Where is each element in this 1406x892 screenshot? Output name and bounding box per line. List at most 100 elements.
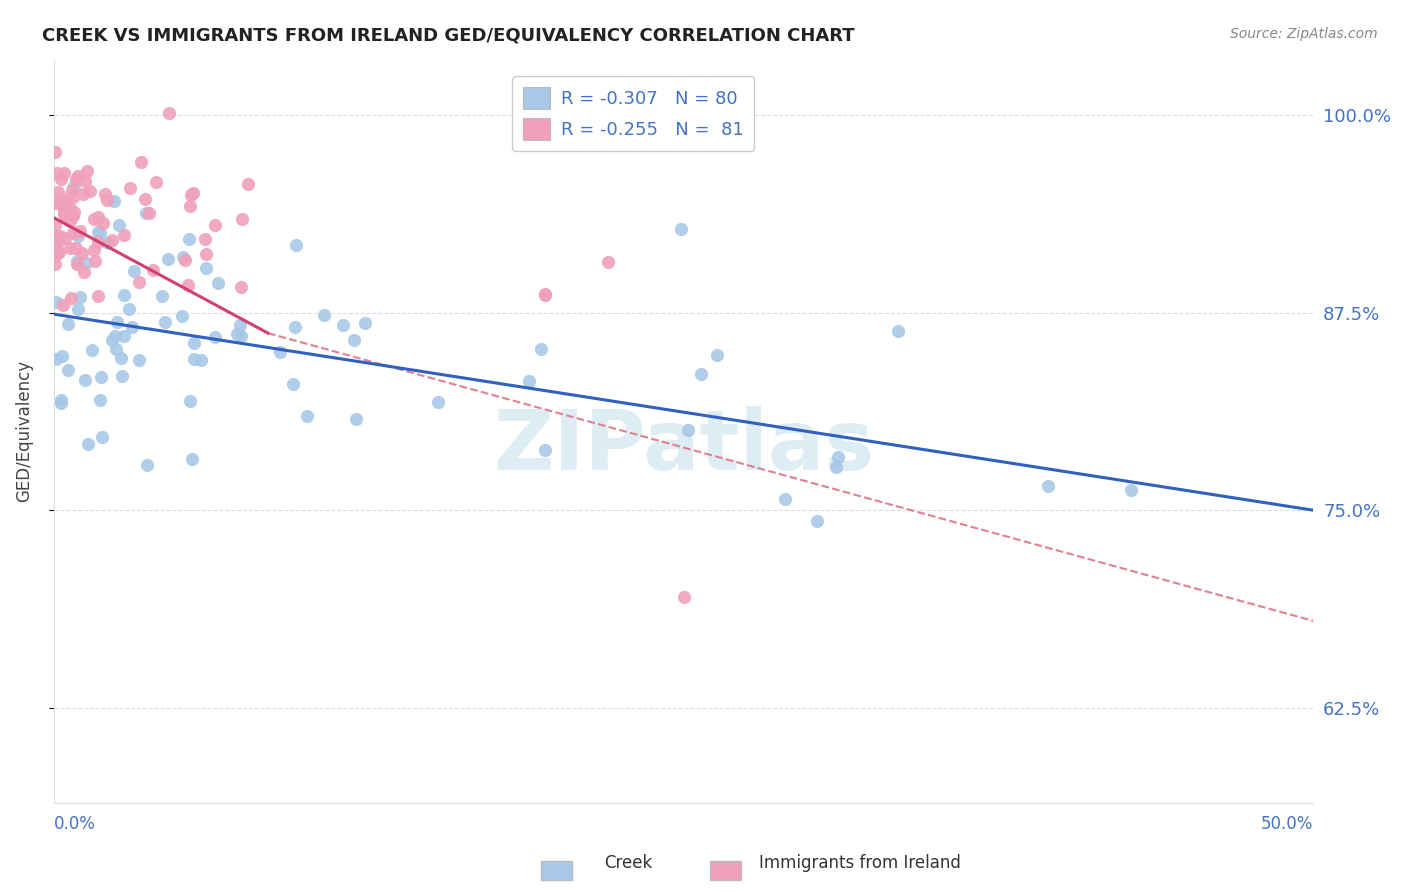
Point (55, 209, 77, 223)
Point (172, 250, 194, 264)
Point (177, 232, 200, 246)
Point (112, 329, 135, 343)
Point (157, 105, 180, 120)
Point (83, 253, 105, 268)
Point (121, 320, 143, 334)
Text: Creek: Creek (605, 855, 652, 872)
Point (56, 317, 79, 331)
Point (65, 241, 87, 255)
Text: 0.0%: 0.0% (53, 815, 96, 833)
Point (103, 194, 125, 208)
Point (179, 199, 201, 213)
Point (87, 210, 110, 224)
Point (53, 230, 76, 244)
Text: 50.0%: 50.0% (1261, 815, 1313, 833)
Point (129, 154, 152, 169)
Text: Immigrants from Ireland: Immigrants from Ireland (759, 855, 962, 872)
Point (517, 374, 540, 388)
Point (285, 238, 308, 252)
Point (48, 196, 70, 211)
Point (110, 351, 132, 366)
Point (51, 171, 73, 186)
Y-axis label: GED/Equivalency: GED/Equivalency (15, 360, 32, 502)
Point (229, 329, 252, 343)
Point (58, 363, 80, 377)
Point (190, 353, 212, 368)
Point (87, 235, 110, 249)
Point (204, 218, 226, 232)
Point (104, 342, 127, 356)
Point (46, 235, 69, 250)
Point (284, 320, 307, 334)
Point (44, 196, 66, 211)
Point (66, 254, 89, 268)
Point (76, 163, 98, 178)
Point (226, 326, 249, 341)
Point (62, 189, 84, 203)
Point (45, 245, 67, 260)
Point (122, 264, 145, 278)
Point (176, 277, 198, 292)
Point (80, 343, 103, 357)
Point (134, 192, 156, 206)
Point (44, 228, 66, 243)
Point (72, 186, 94, 201)
Point (65, 171, 87, 186)
Point (806, 514, 828, 528)
Point (94, 186, 117, 201)
Point (44, 257, 66, 271)
Point (824, 460, 846, 475)
Point (231, 280, 253, 294)
Point (690, 368, 713, 382)
Point (66, 302, 89, 317)
Point (827, 450, 849, 464)
Point (91, 216, 114, 230)
Point (354, 316, 377, 330)
Point (112, 228, 135, 243)
Point (90, 369, 112, 384)
Point (142, 263, 165, 277)
Point (179, 393, 201, 408)
Legend: R = -0.307   N = 80, R = -0.255   N =  81: R = -0.307 N = 80, R = -0.255 N = 81 (512, 76, 755, 151)
Point (91, 430, 114, 444)
Point (312, 308, 335, 322)
Point (86, 289, 108, 303)
Point (183, 336, 205, 351)
Point (48, 245, 70, 260)
Point (181, 451, 204, 466)
Point (59, 201, 82, 215)
Point (671, 222, 693, 236)
Point (60, 183, 83, 197)
Point (238, 177, 260, 191)
Point (70, 245, 93, 260)
Point (45, 352, 67, 367)
Point (45, 238, 67, 252)
Point (101, 333, 124, 347)
Point (135, 205, 157, 219)
Point (69, 224, 91, 238)
Point (44, 237, 66, 252)
Point (183, 351, 205, 366)
Point (96, 236, 118, 251)
Text: Source: ZipAtlas.com: Source: ZipAtlas.com (1230, 27, 1378, 41)
Point (52, 298, 75, 312)
Point (63, 204, 86, 219)
Point (138, 206, 160, 220)
Point (89, 226, 111, 240)
Point (181, 186, 204, 200)
Point (46, 185, 69, 199)
Point (44, 218, 66, 232)
Point (46, 246, 69, 260)
Point (706, 348, 728, 362)
Point (77, 436, 100, 450)
Point (427, 394, 450, 409)
Point (194, 232, 217, 246)
Point (534, 442, 557, 457)
Point (66, 257, 89, 271)
Point (62, 226, 84, 240)
Point (96, 194, 118, 208)
Point (678, 423, 700, 437)
Point (135, 458, 157, 473)
Text: CREEK VS IMMIGRANTS FROM IRELAND GED/EQUIVALENCY CORRELATION CHART: CREEK VS IMMIGRANTS FROM IRELAND GED/EQU… (42, 27, 855, 45)
Point (672, 590, 695, 604)
